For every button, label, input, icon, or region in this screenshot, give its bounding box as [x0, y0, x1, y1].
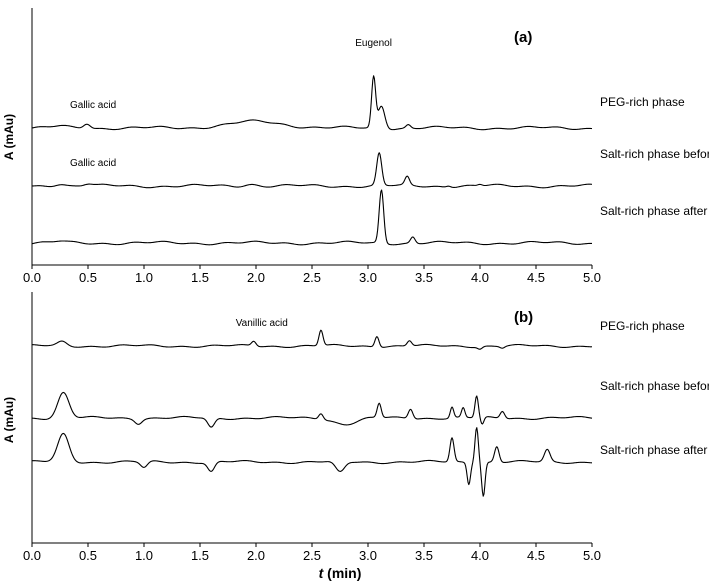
x-tick-label: 3.5	[415, 270, 433, 285]
chromatogram-trace	[31, 189, 593, 246]
chromatogram-trace	[31, 391, 593, 428]
peak-annotation: Eugenol	[355, 38, 392, 49]
x-tick-label: 2.5	[303, 270, 321, 285]
x-axis-title: t (min)	[319, 565, 362, 581]
x-tick-label: 1.0	[135, 548, 153, 563]
panel-label: (b)	[514, 309, 533, 326]
chromatogram-trace	[31, 75, 593, 131]
y-axis-title: A (mAu)	[2, 114, 16, 160]
panel-a: 0.0 0.5 1.0 1.5 2.0 2.5 3.0 3.5 4.0 4.5 5.0 A (mAu)…	[2, 8, 709, 285]
trace-legend-label: PEG-rich phase	[600, 95, 685, 109]
trace-legend-label: PEG-rich phase	[600, 319, 685, 333]
x-tick-label: 5.0	[583, 548, 601, 563]
trace-legend-label: Salt-rich phase before ATPF	[600, 379, 709, 393]
peak-annotation: Gallic acid	[70, 100, 116, 111]
x-tick-label: 0.5	[79, 548, 97, 563]
x-tick-label: 1.0	[135, 270, 153, 285]
x-tick-label: 3.0	[359, 548, 377, 563]
trace-legend-label: Salt-rich phase after ATPF	[600, 204, 709, 218]
peak-annotation: Gallic acid	[70, 158, 116, 169]
chromatogram-trace	[31, 152, 593, 189]
x-tick-label: 2.5	[303, 548, 321, 563]
x-tick-label: 2.0	[247, 270, 265, 285]
x-tick-label: 4.0	[471, 270, 489, 285]
x-tick-label: 0.0	[23, 548, 41, 563]
trace-legend-label: Salt-rich phase before ATPF	[600, 147, 709, 161]
chromatogram-trace	[31, 329, 593, 350]
chromatogram-trace	[31, 427, 593, 497]
x-tick-label: 4.0	[471, 548, 489, 563]
x-tick-label: 1.5	[191, 548, 209, 563]
panel-b: 0.0 0.5 1.0 1.5 2.0 2.5 3.0 3.5 4.0 4.5 5.0 A (mAu)…	[2, 292, 709, 581]
x-tick-label: 3.0	[359, 270, 377, 285]
trace-legend-label: Salt-rich phase after ATPF	[600, 443, 709, 457]
x-tick-label: 0.5	[79, 270, 97, 285]
x-tick-label: 4.5	[527, 270, 545, 285]
peak-annotation: Vanillic acid	[236, 318, 288, 329]
x-tick-label: 2.0	[247, 548, 265, 563]
x-tick-label: 0.0	[23, 270, 41, 285]
x-tick-label: 3.5	[415, 548, 433, 563]
x-tick-label: 5.0	[583, 270, 601, 285]
x-tick-label: 4.5	[527, 548, 545, 563]
panel-label: (a)	[514, 29, 532, 46]
x-tick-label: 1.5	[191, 270, 209, 285]
y-axis-title: A (mAu)	[2, 397, 16, 443]
